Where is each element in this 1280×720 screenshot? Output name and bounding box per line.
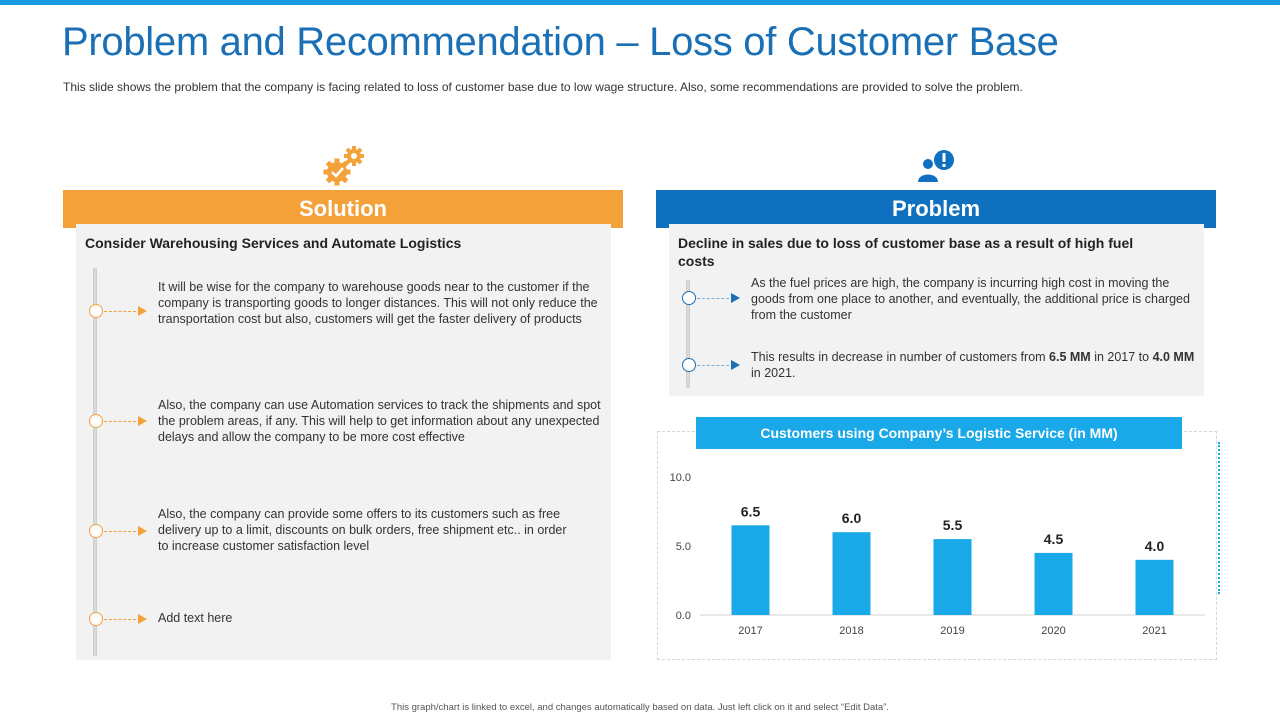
bar-value-label: 6.5 [741,503,761,519]
bar-2019 [933,539,972,615]
problem-connector-1 [697,298,729,299]
solution-item-3: Also, the company can provide some offer… [158,507,567,553]
footer-note: This graph/chart is linked to excel, and… [391,702,889,713]
chart-title: Customers using Company’s Logistic Servi… [696,417,1182,449]
bar-2021 [1135,559,1174,615]
problem-item-1: As the fuel prices are high, the company… [751,276,1190,322]
y-tick-label: 10.0 [670,472,691,484]
solution-connector-3 [104,531,136,532]
solution-connector-1 [104,311,136,312]
user-alert-icon [918,150,954,182]
solution-node-4 [89,612,103,626]
problem-item-2: This results in decrease in number of cu… [751,349,1196,381]
bar-value-label: 4.0 [1145,538,1165,554]
solution-panel [76,224,611,660]
y-tick-label: 5.0 [676,541,691,553]
solution-node-3 [89,524,103,538]
bar-value-label: 5.5 [943,517,963,533]
bar-2018 [832,532,871,615]
y-tick-label: 0.0 [676,610,691,622]
x-tick-label: 2019 [940,625,964,637]
problem-heading: Decline in sales due to loss of customer… [678,235,1134,269]
bar-chart[interactable]: 0.0 5.0 10.0 6.5 2017 6.0 2018 5.5 2019 4.5 2020 4.… [657,460,1217,650]
page-title: Problem and Recommendation – Loss of Cus… [62,20,1059,64]
arrow-icon [138,614,147,624]
solution-item-1: It will be wise for the company to wareh… [158,280,598,326]
solution-connector-4 [104,619,136,620]
bar-value-label: 6.0 [842,510,862,526]
solution-header: Solution [63,190,623,228]
solution-item-2: Also, the company can use Automation ser… [158,398,601,444]
problem-header: Problem [656,190,1216,228]
solution-connector-2 [104,421,136,422]
bar-2020 [1034,552,1073,615]
chart-edge-decoration [1218,442,1220,594]
gears-icon [323,146,364,186]
bar-2017 [731,525,770,615]
x-tick-label: 2020 [1041,625,1065,637]
top-accent-bar [0,0,1280,5]
arrow-icon [731,360,740,370]
x-tick-label: 2017 [738,625,762,637]
solution-node-2 [89,414,103,428]
bar-value-label: 4.5 [1044,531,1064,547]
arrow-icon [138,526,147,536]
problem-item-2-pre: This results in decrease in number of cu… [751,350,1050,364]
x-tick-label: 2021 [1142,625,1166,637]
problem-connector-2 [697,365,729,366]
solution-heading: Consider Warehousing Services and Automa… [85,235,462,251]
problem-item-2-value-start: 6.5 MM [1049,350,1091,364]
problem-timeline [686,280,690,388]
problem-item-2-post: in 2021. [751,366,796,380]
arrow-icon [138,306,147,316]
page-subtitle: This slide shows the problem that the co… [63,80,1023,94]
problem-node-2 [682,358,696,372]
arrow-icon [138,416,147,426]
problem-node-1 [682,291,696,305]
arrow-icon [731,293,740,303]
solution-node-1 [89,304,103,318]
problem-item-2-mid: in 2017 to [1090,350,1153,364]
x-tick-label: 2018 [839,625,863,637]
problem-panel [669,224,1204,396]
solution-item-4[interactable]: Add text here [158,611,233,625]
problem-item-2-value-end: 4.0 MM [1152,350,1195,364]
solution-timeline [93,268,97,656]
